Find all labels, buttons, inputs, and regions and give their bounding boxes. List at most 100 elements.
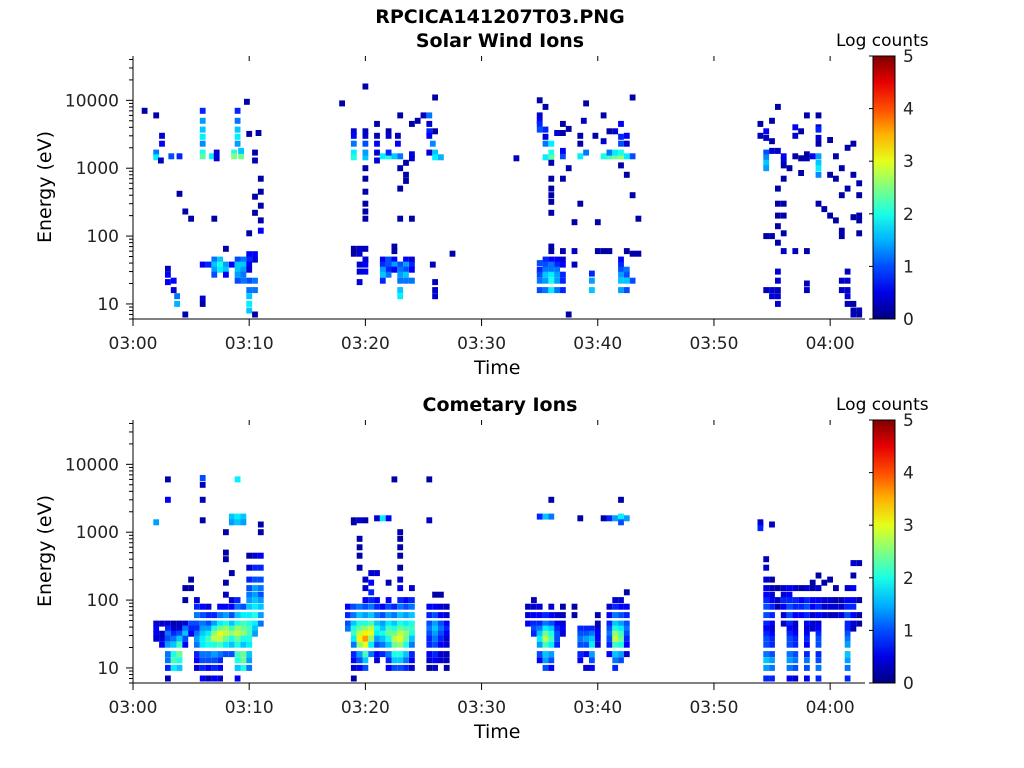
heatmap-cell bbox=[170, 664, 177, 671]
heatmap-cell bbox=[606, 515, 613, 522]
x-tick-label: 03:40 bbox=[573, 698, 622, 718]
heatmap-cell bbox=[827, 603, 833, 610]
heatmap-cell bbox=[234, 107, 241, 114]
heatmap-cell bbox=[531, 597, 537, 604]
heatmap-cell bbox=[536, 266, 543, 273]
heatmap-cell bbox=[153, 635, 160, 642]
heatmap-cell bbox=[548, 198, 555, 205]
heatmap-cell bbox=[548, 256, 555, 263]
heatmap-cell bbox=[775, 185, 781, 192]
heatmap-cell bbox=[182, 641, 189, 648]
heatmap-cell bbox=[211, 675, 218, 682]
colorbar bbox=[872, 419, 896, 684]
heatmap-cell bbox=[612, 635, 619, 642]
heatmap-cell bbox=[432, 279, 438, 286]
heatmap-cell bbox=[623, 140, 630, 147]
heatmap-cell bbox=[368, 620, 375, 627]
heatmap-cell bbox=[838, 612, 845, 619]
heatmap-cell bbox=[374, 140, 380, 147]
heatmap-cell bbox=[443, 664, 450, 671]
heatmap-cell bbox=[844, 612, 851, 619]
heatmap-cell bbox=[548, 625, 555, 632]
heatmap-cell bbox=[804, 287, 810, 294]
heatmap-cell bbox=[199, 117, 206, 124]
heatmap-cell bbox=[374, 657, 380, 664]
heatmap-cell bbox=[228, 597, 235, 604]
heatmap-cell bbox=[397, 165, 404, 172]
heatmap-cell bbox=[397, 625, 404, 632]
heatmap-cell bbox=[589, 287, 595, 294]
heatmap-cell bbox=[165, 657, 171, 664]
heatmap-cell bbox=[775, 147, 781, 154]
heatmap-cell bbox=[548, 620, 555, 627]
heatmap-cell bbox=[623, 630, 630, 637]
heatmap-cell bbox=[769, 147, 775, 154]
heatmap-cell bbox=[769, 630, 775, 637]
heatmap-cell bbox=[775, 300, 781, 307]
heatmap-cell bbox=[397, 585, 404, 592]
heatmap-cell bbox=[356, 664, 363, 671]
heatmap-cell bbox=[769, 138, 775, 145]
heatmap-cell bbox=[165, 675, 171, 682]
heatmap-cell bbox=[391, 657, 398, 664]
heatmap-cell bbox=[409, 641, 415, 648]
heatmap-cell bbox=[792, 620, 799, 627]
heatmap-cell bbox=[531, 612, 537, 619]
heatmap-cell bbox=[548, 140, 555, 147]
heatmap-cell bbox=[199, 657, 206, 664]
heatmap-cell bbox=[542, 657, 549, 664]
heatmap-cell bbox=[194, 641, 200, 648]
heatmap-cell bbox=[240, 513, 247, 520]
heatmap-cell bbox=[397, 620, 404, 627]
heatmap-cell bbox=[623, 515, 630, 522]
heatmap-cell bbox=[763, 556, 770, 563]
heatmap-cell bbox=[827, 576, 833, 583]
x-axis-label-bottom: Time bbox=[474, 721, 521, 743]
heatmap-cell bbox=[199, 140, 206, 147]
heatmap-cell bbox=[391, 635, 398, 642]
heatmap-cell bbox=[554, 256, 560, 263]
heatmap-cell bbox=[362, 620, 369, 627]
heatmap-cell bbox=[763, 591, 770, 598]
heatmap-cell bbox=[432, 625, 438, 632]
heatmap-cell bbox=[403, 277, 409, 284]
heatmap-cell bbox=[844, 675, 851, 682]
heatmap-cell bbox=[548, 657, 555, 664]
heatmap-cell bbox=[589, 630, 595, 637]
heatmap-cell bbox=[234, 126, 241, 133]
heatmap-cell bbox=[554, 261, 560, 268]
heatmap-cell bbox=[542, 620, 549, 627]
heatmap-cell bbox=[780, 620, 787, 627]
heatmap-cell bbox=[350, 603, 357, 610]
heatmap-cell bbox=[234, 266, 241, 273]
heatmap-cell bbox=[165, 641, 171, 648]
heatmap-cell bbox=[199, 625, 206, 632]
heatmap-cell bbox=[623, 635, 630, 642]
heatmap-cell bbox=[560, 120, 566, 127]
heatmap-cell bbox=[589, 664, 595, 671]
heatmap-cell bbox=[536, 657, 543, 664]
heatmap-cell bbox=[397, 544, 404, 551]
heatmap-cell bbox=[246, 641, 253, 648]
heatmap-cell bbox=[153, 519, 160, 526]
heatmap-cell bbox=[182, 635, 189, 642]
heatmap-cell bbox=[844, 635, 851, 642]
heatmap-cell bbox=[536, 603, 543, 610]
heatmap-cell bbox=[856, 597, 863, 604]
y-tick-label: 1000 bbox=[76, 523, 119, 543]
heatmap-cell bbox=[246, 256, 253, 263]
heatmap-cell bbox=[804, 155, 810, 162]
heatmap-cell bbox=[844, 603, 851, 610]
heatmap-cell bbox=[589, 641, 595, 648]
heatmap-cell bbox=[194, 620, 200, 627]
heatmap-cell bbox=[536, 635, 543, 642]
heatmap-cell bbox=[536, 625, 543, 632]
heatmap-cell bbox=[629, 153, 636, 160]
heatmap-cell bbox=[554, 271, 560, 278]
heatmap-cell bbox=[403, 651, 409, 658]
heatmap-cell bbox=[356, 641, 363, 648]
heatmap-cell bbox=[426, 128, 433, 135]
heatmap-cell bbox=[844, 641, 851, 648]
heatmap-cell bbox=[763, 233, 770, 240]
heatmap-cell bbox=[205, 641, 212, 648]
